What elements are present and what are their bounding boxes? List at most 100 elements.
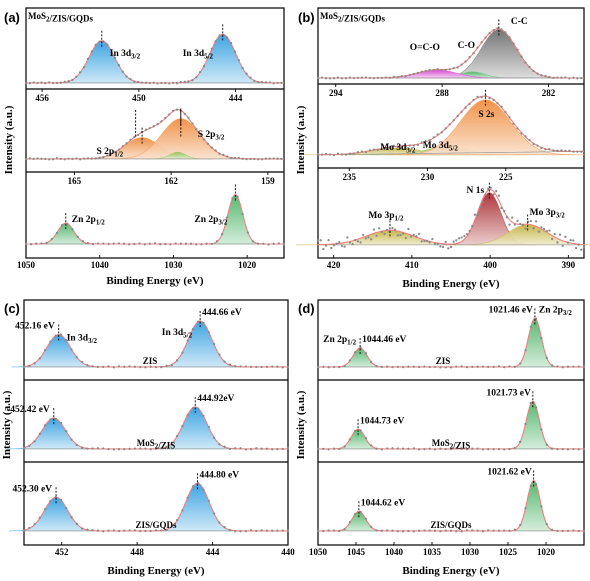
raw-point [154, 529, 158, 532]
raw-point [257, 242, 260, 245]
raw-point [388, 145, 391, 149]
raw-point [550, 237, 554, 241]
raw-point [109, 49, 113, 52]
tick-label: 1040 [91, 260, 110, 270]
raw-point [51, 158, 55, 161]
raw-point [60, 223, 64, 227]
raw-point [65, 430, 68, 433]
raw-point [556, 448, 559, 451]
raw-point [416, 71, 419, 75]
plot-frame [317, 7, 585, 259]
peak-area [507, 480, 560, 532]
raw-point [500, 105, 503, 108]
raw-point [568, 149, 571, 152]
value-label: 444.66 eV [202, 308, 242, 318]
raw-point [436, 243, 439, 246]
raw-point [244, 448, 247, 451]
raw-point [352, 76, 356, 80]
raw-point [508, 223, 511, 226]
raw-point [516, 127, 519, 130]
raw-point [40, 242, 43, 245]
raw-point [43, 507, 47, 511]
raw-point [433, 448, 437, 451]
raw-point [94, 43, 97, 47]
raw-point [70, 348, 73, 351]
raw-point [580, 150, 583, 153]
raw-point [391, 365, 394, 369]
raw-point [22, 529, 26, 532]
raw-point [487, 529, 490, 532]
sample-label: ZIS [143, 356, 158, 366]
raw-point [391, 447, 394, 450]
raw-point [215, 240, 219, 243]
raw-point [420, 70, 423, 73]
raw-point [471, 225, 474, 228]
background-line [318, 151, 584, 156]
tick-label: 1020 [238, 260, 257, 270]
raw-point [271, 529, 274, 532]
raw-point [113, 56, 117, 60]
raw-point [191, 79, 194, 82]
raw-point [102, 156, 105, 159]
raw-point [59, 498, 63, 502]
raw-point [524, 507, 527, 510]
raw-point [504, 111, 507, 114]
raw-point [452, 240, 455, 243]
raw-point [316, 529, 320, 532]
raw-point [471, 447, 474, 450]
raw-point [286, 447, 290, 450]
raw-point [370, 444, 373, 447]
raw-point [433, 529, 437, 532]
raw-point [372, 228, 376, 231]
value-label: 1021.73 eV [487, 388, 531, 398]
raw-point [400, 74, 403, 78]
raw-point [154, 365, 158, 369]
raw-point [428, 529, 431, 532]
raw-point [455, 530, 458, 533]
tick-label: 235 [343, 172, 357, 182]
raw-point [183, 112, 186, 116]
plot-frame [317, 299, 585, 546]
raw-point [264, 81, 268, 84]
raw-point [139, 529, 142, 533]
raw-point [375, 447, 378, 450]
raw-point [354, 238, 357, 242]
raw-point [544, 148, 547, 151]
raw-point [417, 365, 421, 369]
raw-point [249, 157, 252, 161]
raw-point [508, 365, 511, 368]
raw-point [452, 119, 455, 122]
raw-point [245, 72, 248, 75]
raw-point [404, 145, 407, 148]
raw-point [38, 516, 41, 519]
raw-point [529, 484, 532, 487]
x-axis-label: Binding Energy (eV) [107, 565, 205, 577]
raw-point [223, 445, 226, 448]
raw-point [214, 40, 217, 43]
raw-point [239, 447, 242, 450]
raw-point [343, 445, 346, 448]
raw-point [346, 236, 349, 239]
tick-label: 456 [35, 93, 49, 103]
peak-label: S 2p1/2 [97, 147, 124, 159]
raw-point [200, 243, 203, 246]
raw-point [396, 145, 399, 149]
raw-point [102, 365, 105, 369]
raw-point [133, 242, 136, 246]
raw-point [542, 227, 546, 231]
raw-point [107, 529, 110, 532]
raw-point [264, 157, 268, 160]
raw-point [343, 245, 346, 248]
raw-point [330, 246, 333, 250]
raw-point [91, 529, 94, 532]
raw-point [412, 365, 415, 368]
raw-point [212, 342, 216, 346]
raw-point [332, 529, 336, 532]
raw-point [168, 82, 171, 85]
raw-point [464, 60, 467, 63]
raw-point [171, 109, 175, 113]
raw-point [340, 244, 344, 248]
raw-point [133, 365, 137, 368]
raw-point [465, 232, 469, 236]
raw-point [423, 529, 426, 532]
